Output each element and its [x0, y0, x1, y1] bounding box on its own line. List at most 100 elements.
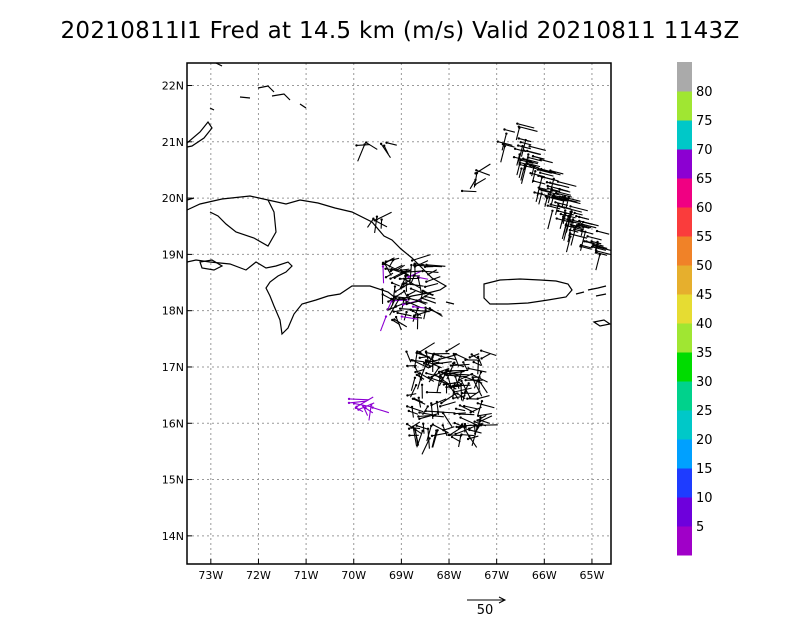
wind-vector	[593, 245, 603, 249]
wind-vector	[547, 185, 563, 191]
wind-vector	[529, 145, 546, 151]
wind-vector	[433, 361, 452, 365]
colorbar-segment	[677, 62, 692, 92]
wind-vector	[579, 231, 586, 251]
wind-vector-base	[392, 310, 395, 313]
wind-vector	[573, 225, 583, 229]
wind-vector-base	[480, 357, 483, 360]
wind-vector-base	[362, 404, 365, 408]
colorbar-label: 80	[696, 85, 713, 100]
wind-vector	[425, 359, 444, 365]
wind-vector	[469, 390, 481, 399]
wind-vector-base	[404, 272, 407, 275]
wind-vector-base	[476, 419, 479, 422]
coastline-puerto-rico	[483, 278, 573, 305]
wind-vector-base	[452, 352, 456, 356]
wind-vector-base	[559, 212, 563, 216]
wind-vector	[412, 308, 419, 322]
wind-vector	[423, 310, 427, 320]
wind-vector-base	[418, 417, 421, 421]
wind-vector	[520, 164, 526, 181]
wind-vector-base	[435, 429, 438, 432]
wind-vector	[442, 412, 453, 428]
coastline-jamaica-edge	[187, 197, 195, 201]
wind-vector	[557, 181, 577, 187]
wind-vector	[475, 163, 491, 174]
wind-vector	[426, 352, 440, 356]
wind-vector	[497, 141, 513, 146]
wind-vector	[384, 257, 394, 265]
wind-vector-base	[555, 217, 558, 220]
wind-vector	[376, 211, 392, 221]
wind-vector	[477, 356, 483, 366]
coastline-saona	[445, 301, 455, 305]
wind-vector	[403, 290, 410, 301]
wind-vector-base	[382, 144, 386, 147]
wind-vector	[555, 201, 568, 207]
wind-vector	[403, 278, 421, 289]
wind-vector	[587, 235, 602, 241]
wind-vector-base	[544, 195, 548, 198]
wind-vector	[550, 203, 566, 209]
wind-vector-base	[454, 375, 457, 378]
wind-vector-base	[389, 269, 393, 273]
wind-vector-base	[423, 265, 427, 269]
wind-vector-base	[496, 140, 500, 143]
wind-vector-base	[554, 191, 558, 195]
wind-vector-base	[547, 192, 550, 196]
wind-vector-base	[420, 383, 424, 387]
wind-vector	[504, 128, 515, 133]
colorbar-label: 5	[696, 520, 704, 535]
wind-vector	[565, 198, 578, 203]
wind-vector-base	[405, 422, 409, 426]
x-tick-label: 73W	[198, 569, 223, 582]
wind-vector	[385, 272, 394, 278]
wind-vector-base	[393, 276, 396, 280]
colorbar-label: 55	[696, 230, 713, 245]
colorbar-segment	[677, 497, 692, 527]
wind-vector	[355, 407, 364, 413]
wind-vector	[410, 377, 416, 391]
wind-vector-base	[518, 153, 521, 156]
wind-vector-base	[460, 379, 463, 383]
wind-vector	[545, 195, 565, 202]
wind-vector-base	[393, 285, 397, 288]
wind-vector-base	[479, 349, 483, 352]
wind-vector-base	[413, 397, 416, 400]
wind-vector	[437, 411, 456, 414]
wind-vector	[574, 228, 586, 233]
wind-vector-base	[505, 132, 508, 135]
wind-vector	[595, 254, 601, 271]
wind-vector-base	[418, 356, 421, 360]
wind-vector-base	[448, 433, 451, 437]
wind-vector	[476, 169, 491, 176]
wind-vector-base	[532, 179, 535, 183]
wind-vector	[468, 422, 484, 430]
wind-vector	[400, 308, 413, 311]
wind-vector-base	[364, 141, 368, 144]
y-tick-label: 15N	[162, 474, 184, 487]
colorbar-label: 45	[696, 288, 713, 303]
wind-vector-base	[518, 161, 521, 164]
wind-vector	[547, 205, 561, 210]
coastline-bahamas-a	[209, 107, 215, 111]
wind-vector-base	[430, 434, 434, 438]
colorbar-segment	[677, 265, 692, 295]
y-tick-label: 17N	[162, 361, 184, 374]
wind-vector	[441, 392, 458, 404]
wind-vector-base	[539, 171, 542, 174]
wind-vector-base	[595, 251, 598, 254]
wind-vector	[520, 159, 534, 164]
wind-vector-base	[596, 240, 599, 244]
colorbar-label: 50	[696, 259, 713, 274]
wind-vector	[449, 382, 462, 388]
wind-vector-base	[546, 187, 550, 190]
wind-vector	[541, 168, 557, 174]
wind-vector-base	[424, 295, 427, 298]
wind-vector	[388, 259, 394, 268]
wind-vector	[431, 430, 437, 448]
wind-vector-base	[546, 184, 549, 188]
colorbar-label: 70	[696, 143, 713, 158]
wind-vector	[453, 353, 460, 367]
wind-vector-base	[385, 141, 388, 144]
